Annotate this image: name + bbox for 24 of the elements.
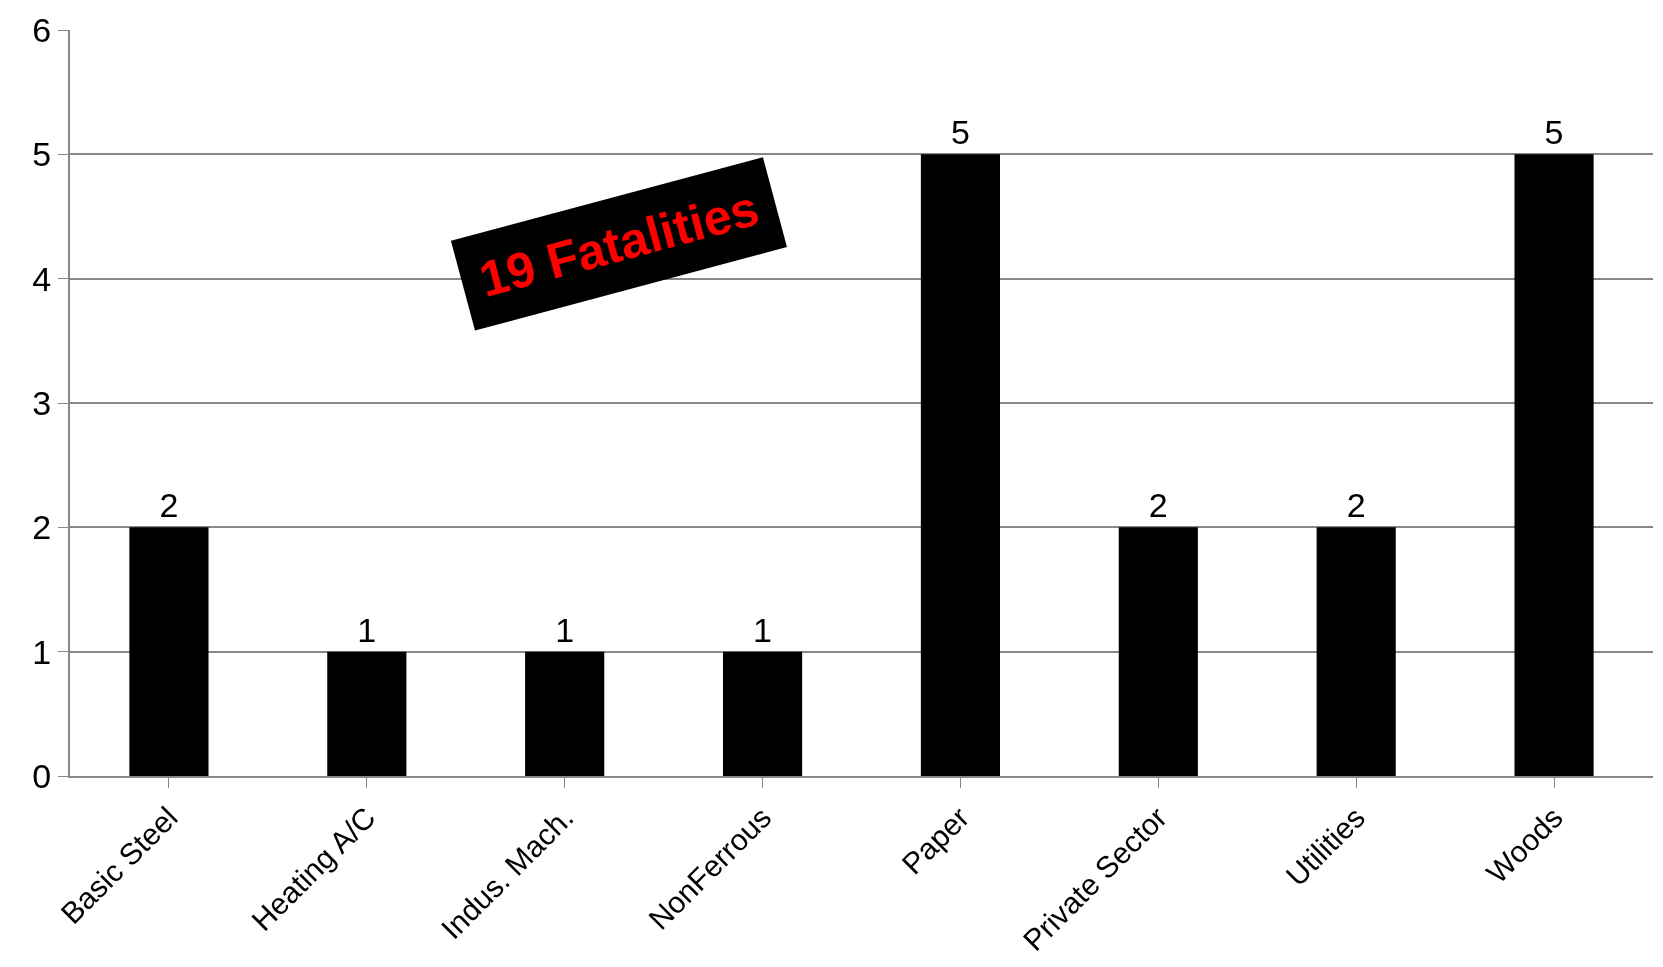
y-tick-label: 4 [32, 259, 52, 298]
data-label: 1 [357, 610, 377, 649]
bar [525, 651, 605, 776]
y-tick-label: 3 [32, 383, 52, 422]
bar [920, 154, 1001, 776]
data-label: 1 [555, 610, 575, 649]
bar [129, 527, 209, 776]
annotation: 19 Fatalities [473, 179, 765, 308]
bar [1316, 527, 1396, 776]
y-tick-label: 0 [32, 756, 52, 795]
data-label: 5 [950, 113, 970, 152]
bar [1514, 154, 1594, 776]
data-label: 2 [1346, 486, 1366, 525]
bar [722, 651, 803, 776]
y-tick-label: 6 [32, 10, 52, 49]
y-tick-label: 5 [32, 135, 52, 174]
data-label: 2 [1148, 486, 1168, 525]
data-label: 2 [159, 486, 179, 525]
data-label: 1 [753, 610, 773, 649]
y-tick-label: 2 [32, 508, 52, 547]
data-label: 5 [1544, 113, 1564, 152]
y-tick-label: 1 [32, 632, 52, 671]
bar [327, 651, 407, 776]
bar [1118, 527, 1198, 776]
